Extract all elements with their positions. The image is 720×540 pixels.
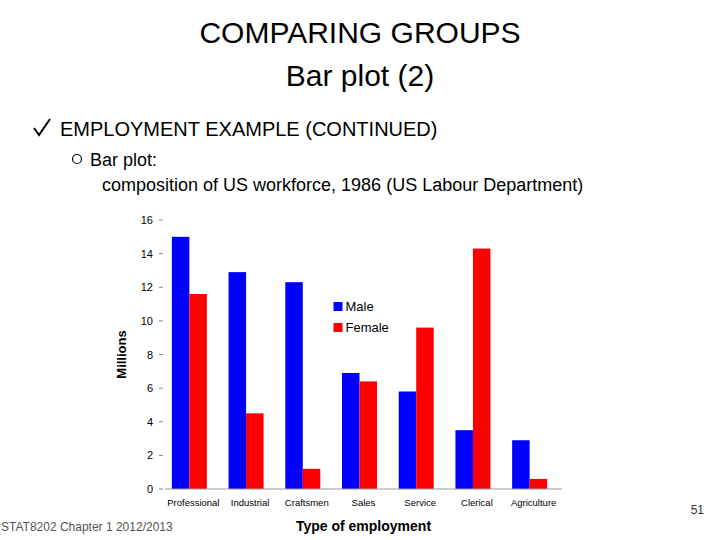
y-tick-label: 12 xyxy=(141,281,153,293)
bar xyxy=(512,440,530,489)
y-tick-label: 6 xyxy=(147,382,153,394)
bar xyxy=(172,237,190,489)
bars xyxy=(172,237,547,489)
x-tick-label: Sales xyxy=(352,497,376,508)
y-tick xyxy=(159,421,163,422)
slide-title: COMPARING GROUPS xyxy=(199,16,520,49)
bar xyxy=(360,381,378,489)
legend: Male Female xyxy=(334,299,389,335)
y-tick xyxy=(159,253,163,254)
check-icon xyxy=(34,119,50,135)
bar xyxy=(342,373,360,489)
x-tick-label: Industrial xyxy=(231,497,270,508)
y-tick-label: 0 xyxy=(147,483,153,495)
legend-swatch xyxy=(334,302,343,311)
y-axis-label: Millions xyxy=(114,330,129,378)
x-axis xyxy=(165,489,562,490)
sub-bullet-icon xyxy=(73,155,82,164)
bar xyxy=(473,249,491,489)
x-tick-label: Craftsmen xyxy=(285,497,329,508)
sub-bullet-text: composition of US workforce, 1986 (US La… xyxy=(102,175,583,195)
bar xyxy=(303,469,321,489)
legend-label: Female xyxy=(346,320,389,335)
bar xyxy=(416,328,434,489)
bar xyxy=(530,479,548,489)
sub-bullet-text: Bar plot: xyxy=(90,150,157,170)
page-number: 51 xyxy=(691,503,705,517)
bar xyxy=(399,391,417,489)
y-tick xyxy=(159,287,163,288)
legend-swatch xyxy=(334,323,343,332)
y-tick-label: 8 xyxy=(147,349,153,361)
x-tick-label: Professional xyxy=(167,497,219,508)
bullet-text: EMPLOYMENT EXAMPLE (CONTINUED) xyxy=(60,118,437,140)
bar xyxy=(229,272,247,489)
x-axis-label: Type of employment xyxy=(296,518,431,534)
y-tick xyxy=(159,354,163,355)
y-tick xyxy=(159,489,163,490)
x-tick-label: Clerical xyxy=(461,497,493,508)
slide-subtitle: Bar plot (2) xyxy=(286,59,434,92)
y-tick xyxy=(159,388,163,389)
y-tick-label: 2 xyxy=(147,449,153,461)
footer: STAT8202 Chapter 1 2012/2013 xyxy=(1,520,173,534)
y-tick-label: 4 xyxy=(147,416,153,428)
bar xyxy=(246,413,263,489)
y-tick-label: 14 xyxy=(141,248,153,260)
y-tick-label: 16 xyxy=(141,214,153,226)
chart: 0 2 4 6 8 10 12 14 16 Professional Industrial Craft… xyxy=(114,214,562,534)
y-tick-label: 10 xyxy=(141,315,153,327)
bar xyxy=(189,294,207,489)
y-tick xyxy=(159,455,163,456)
x-tick-label: Agriculture xyxy=(511,497,556,508)
x-tick-label: Service xyxy=(404,497,436,508)
legend-label: Male xyxy=(346,299,374,314)
slide: COMPARING GROUPS Bar plot (2) EMPLOYMENT E… xyxy=(0,0,720,540)
y-tick xyxy=(159,220,163,221)
bar xyxy=(285,282,303,489)
y-tick xyxy=(159,320,163,321)
bar xyxy=(455,430,473,489)
